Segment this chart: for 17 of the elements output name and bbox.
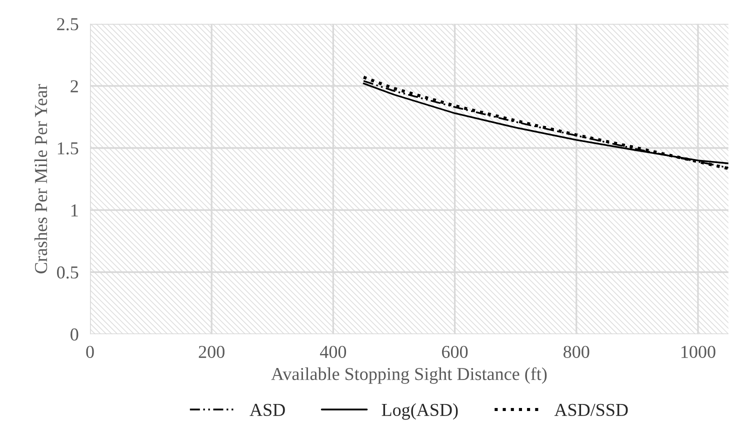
legend-label: ASD/SSD [554, 404, 628, 416]
y-axis-title: Crashes Per Mile Per Year [34, 84, 48, 274]
legend-label: Log(ASD) [382, 403, 458, 420]
legend-label: ASD [250, 404, 285, 416]
y-tick-label: 2 [70, 80, 78, 92]
x-tick-label: 800 [564, 346, 590, 358]
x-tick-label: 1000 [682, 346, 716, 358]
y-tick-label: 0.5 [57, 266, 78, 279]
x-tick-label: 0 [86, 346, 94, 358]
x-axis-title: Available Stopping Sight Distance (ft) [271, 367, 547, 384]
y-tick-label: 1 [71, 204, 78, 216]
y-tick-label: 2.5 [57, 18, 78, 30]
x-tick-label: 200 [198, 346, 224, 358]
y-tick-label: 1.5 [58, 142, 78, 155]
x-tick-label: 400 [320, 346, 346, 358]
x-tick-label: 600 [442, 346, 468, 358]
y-tick-label: 0 [70, 328, 78, 341]
